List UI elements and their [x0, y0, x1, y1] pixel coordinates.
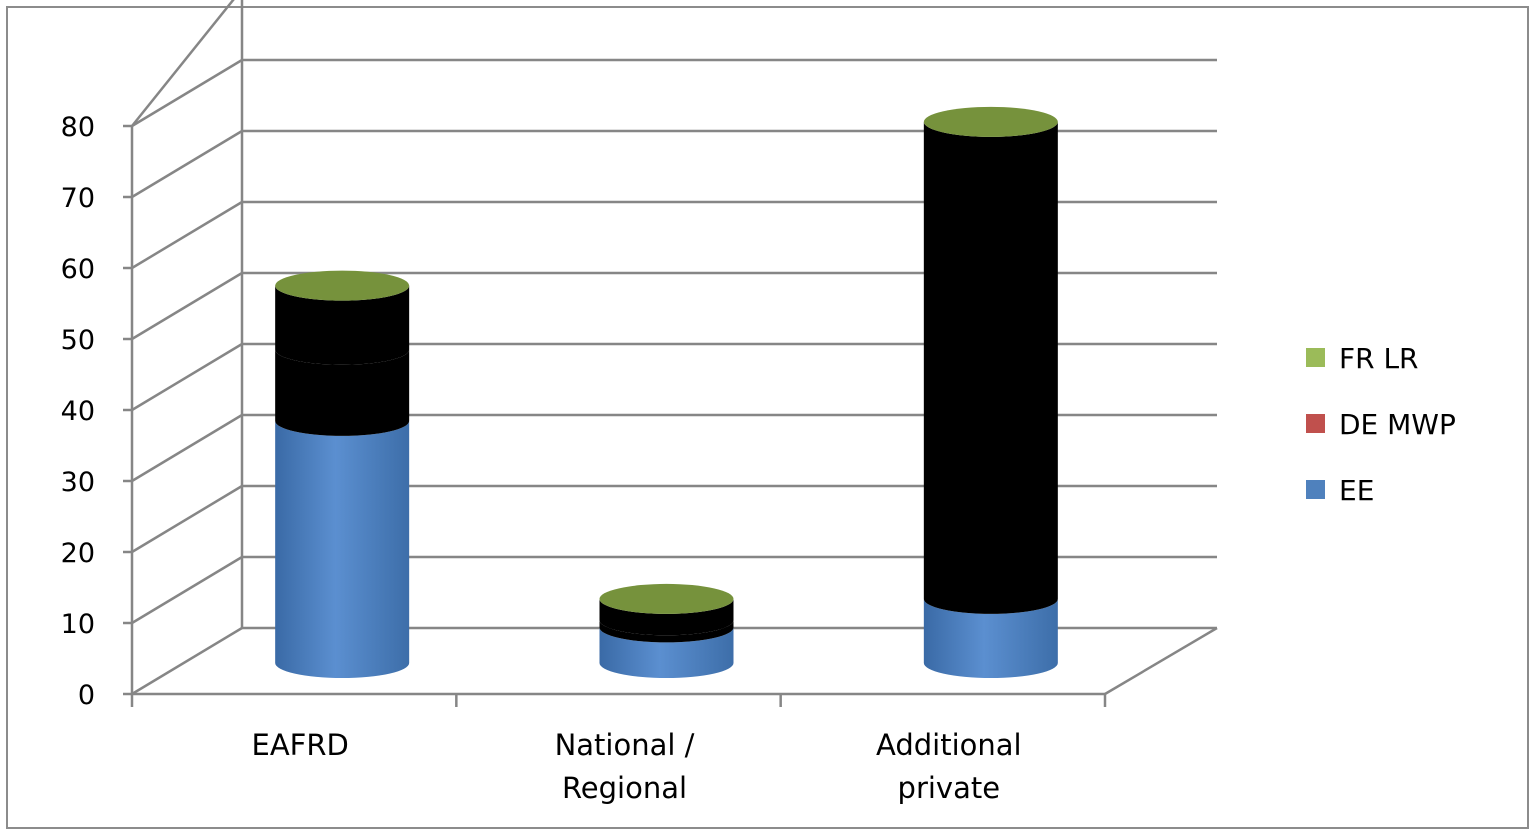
legend-swatch [1306, 414, 1325, 433]
floor-edge [1104, 626, 1218, 696]
x-tick-label: EAFRD [252, 728, 349, 762]
legend: FR LR DE MWP EE [1306, 342, 1456, 507]
chart-frame [6, 6, 1529, 829]
bar-segment [275, 285, 410, 365]
y-tick-label: 80 [61, 112, 95, 143]
gridline-diagonal [131, 555, 243, 625]
x-tick-label: Regional [562, 771, 687, 805]
y-tick-label: 30 [61, 467, 95, 498]
y-tick-label: 40 [61, 396, 95, 427]
gridline-diagonal [131, 200, 243, 270]
gridline-diagonal [131, 342, 243, 412]
bar-cap [275, 270, 410, 301]
bar-segment [599, 598, 734, 636]
gridline-diagonal [131, 129, 243, 199]
bars [275, 106, 1058, 678]
bar-stack-1 [599, 583, 734, 678]
x-tick-label: National / [555, 728, 695, 762]
x-tick-label: private [898, 771, 1001, 805]
bar-segment [923, 598, 1058, 678]
x-tick-label: Additional [876, 728, 1022, 762]
bar-segment [599, 627, 734, 678]
y-tick-label: 60 [61, 254, 95, 285]
legend-swatch [1306, 348, 1325, 367]
legend-label: FR LR [1339, 342, 1419, 375]
bar-segment [599, 620, 734, 643]
gridline-diagonal [131, 484, 243, 554]
gridline-diagonal [131, 626, 243, 696]
gridline-diagonal [131, 58, 243, 128]
gridline-diagonal [131, 413, 243, 483]
bar-stack-2 [923, 106, 1058, 678]
gridline-diagonal [131, 271, 243, 341]
legend-label: DE MWP [1339, 408, 1456, 441]
bar-stack-0 [275, 270, 410, 678]
legend-swatch [1306, 480, 1325, 499]
gridline-diagonal [131, 0, 235, 127]
y-tick-label: 50 [61, 325, 95, 356]
bar-cap [923, 106, 1058, 137]
axes [123, 0, 1218, 707]
y-tick-label: 70 [61, 183, 95, 214]
bar-cap [599, 583, 734, 614]
x-axis-labels: EAFRD National / Regional Additional private [252, 728, 1022, 805]
legend-label: EE [1339, 474, 1374, 507]
y-tick-label: 20 [61, 538, 95, 569]
y-tick-label: 0 [78, 680, 95, 711]
bar-segment [923, 121, 1058, 614]
bar-segment [275, 420, 410, 678]
bar-segment [275, 349, 410, 436]
y-tick-label: 10 [61, 609, 95, 640]
y-axis-ticks: 0 10 20 30 40 50 60 70 80 [61, 112, 95, 711]
